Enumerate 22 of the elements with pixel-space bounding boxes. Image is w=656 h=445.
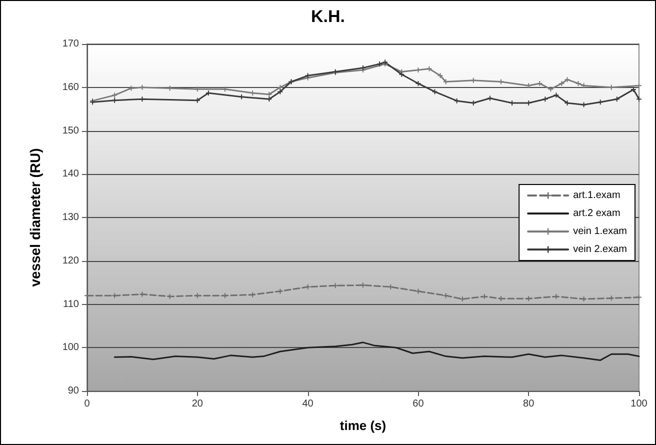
x-tick-label: 40 [302, 398, 314, 410]
legend-label: vein 2.exam [573, 244, 628, 255]
chart-title: K.H. [311, 7, 345, 26]
x-tick-label: 60 [412, 398, 424, 410]
legend-label: vein 1.exam [573, 226, 628, 237]
x-tick-label: 0 [84, 398, 90, 410]
y-tick-label: 120 [62, 255, 80, 266]
y-tick-label: 140 [62, 168, 80, 180]
y-tick-label: 170 [62, 38, 80, 50]
y-tick-label: 100 [62, 342, 80, 354]
x-tick-label: 20 [192, 398, 204, 410]
legend-label: art.2 exam [573, 208, 620, 219]
x-axis-title: time (s) [340, 418, 386, 433]
y-tick-label: 130 [62, 212, 80, 223]
x-tick-label: 100 [630, 398, 648, 410]
x-tick-label: 80 [523, 398, 535, 410]
legend-label: art.1.exam [573, 190, 620, 201]
y-tick-label: 150 [62, 125, 80, 136]
y-tick-label: 160 [62, 82, 80, 93]
y-axis-title: vessel diameter (RU) [27, 148, 43, 287]
y-tick-label: 110 [63, 298, 80, 310]
y-tick-label: 90 [68, 386, 80, 396]
